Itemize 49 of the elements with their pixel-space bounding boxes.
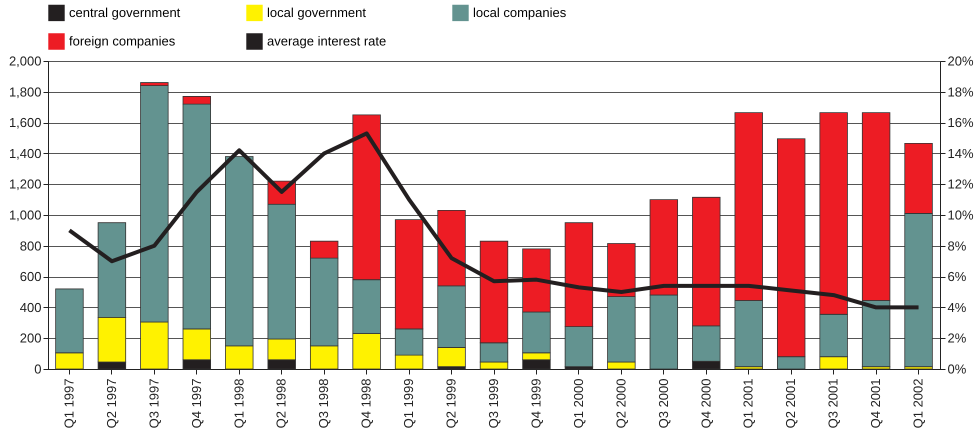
x-tick-label: Q4 2001: [868, 378, 884, 428]
x-tick-label: Q3 2000: [656, 378, 671, 428]
x-tick-label: Q4 2000: [698, 378, 714, 428]
legend-label: average interest rate: [267, 34, 386, 48]
y2-tick-label: 14%: [948, 146, 974, 161]
y-tick-label: 1,200: [8, 176, 42, 192]
y2-tick-label: 8%: [948, 238, 967, 254]
y-tick-label: 1,000: [8, 208, 42, 222]
y-tick-label: 400: [20, 300, 42, 315]
y-tick-label: 600: [20, 269, 42, 284]
x-tick-label: Q3 1999: [486, 378, 501, 428]
x-tick-label: Q3 1997: [146, 378, 162, 428]
x-tick-label: Q4 1999: [528, 378, 544, 428]
legend-label: local government: [267, 4, 366, 20]
x-tick-label: Q3 1998: [316, 378, 332, 428]
x-tick-label: Q1 1999: [401, 378, 416, 428]
y-tick-label: 200: [20, 330, 42, 346]
x-tick-label: Q1 1997: [61, 378, 76, 428]
x-tick-label: Q3 2001: [826, 378, 841, 428]
y2-tick-label: 6%: [948, 269, 967, 284]
x-tick-label: Q2 1997: [104, 378, 119, 428]
y2-tick-label: 18%: [948, 84, 974, 100]
y2-tick-label: 12%: [948, 176, 974, 192]
x-tick-label: Q1 2002: [910, 378, 926, 428]
legend-label: foreign companies: [69, 34, 176, 48]
y2-tick-label: 2%: [948, 330, 967, 346]
x-tick-label: Q1 2001: [740, 378, 756, 428]
x-tick-label: Q2 1999: [444, 378, 459, 428]
y2-tick-label: 4%: [948, 300, 967, 315]
y-tick-label: 800: [20, 238, 42, 254]
x-tick-label: Q2 2000: [613, 378, 628, 428]
x-tick-label: Q4 1998: [358, 378, 374, 428]
y-tick-label: 0: [34, 362, 42, 376]
x-tick-label: Q4 1997: [188, 378, 204, 428]
x-tick-label: Q2 2001: [783, 378, 798, 428]
legend-label: local companies: [473, 4, 567, 20]
legend-label: central government: [69, 4, 181, 20]
y2-tick-label: 0%: [948, 362, 967, 376]
y-tick-label: 2,000: [8, 54, 42, 68]
y-tick-label: 1,800: [8, 84, 42, 100]
y-tick-label: 1,600: [8, 115, 42, 130]
x-tick-label: Q1 2000: [570, 378, 586, 428]
x-tick-label: Q2 1998: [274, 378, 289, 428]
y2-tick-label: 10%: [948, 208, 974, 222]
y2-tick-label: 20%: [948, 54, 974, 68]
line-series: [67, 131, 921, 310]
y-tick-label: 1,400: [8, 146, 42, 161]
x-tick-label: Q1 1998: [231, 378, 246, 428]
y2-tick-label: 16%: [948, 115, 974, 130]
